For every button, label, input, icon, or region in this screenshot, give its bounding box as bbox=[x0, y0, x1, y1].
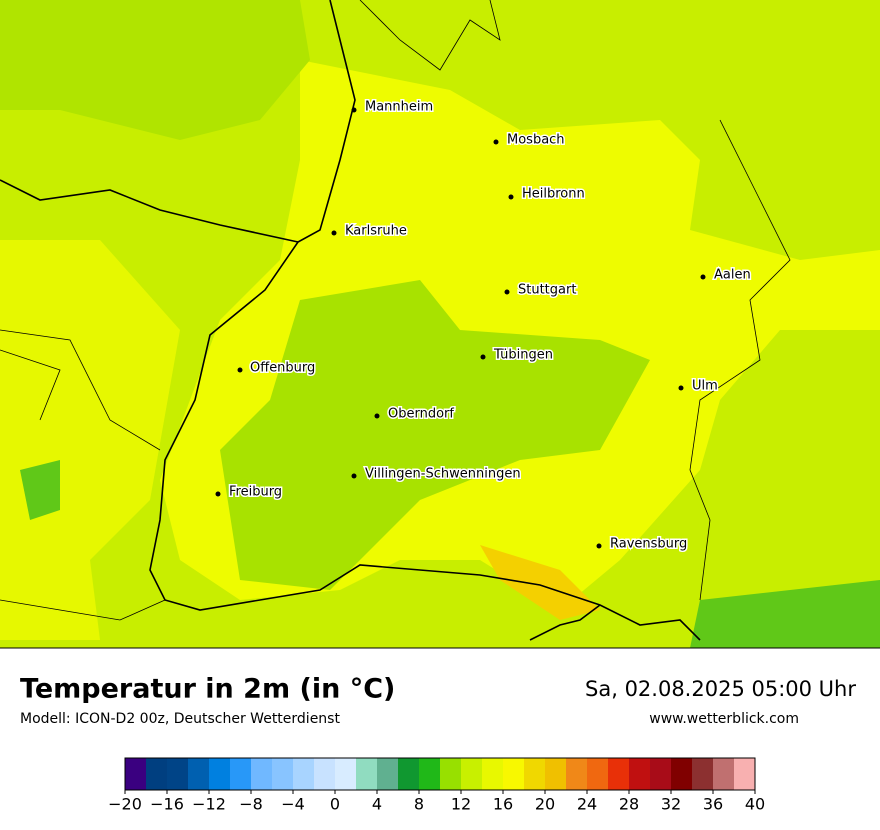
city-dot bbox=[596, 543, 602, 549]
city-dot bbox=[700, 274, 706, 280]
city-dot bbox=[351, 107, 357, 113]
city-label: Freiburg bbox=[229, 485, 282, 500]
color-box bbox=[524, 758, 546, 790]
cities: Mannheim Mosbach Heilbronn Karlsruhe Aal… bbox=[215, 98, 752, 553]
tick-label: 20 bbox=[535, 795, 555, 814]
subtitle: Modell: ICON-D2 00z, Deutscher Wetterdie… bbox=[20, 711, 340, 727]
city-label: Ravensburg bbox=[610, 537, 687, 552]
title: Temperatur in 2m (in °C) bbox=[20, 674, 395, 705]
tick-label: 4 bbox=[372, 795, 382, 814]
color-box bbox=[461, 758, 483, 790]
city-label: Aalen bbox=[714, 268, 751, 283]
city-dot bbox=[351, 473, 357, 479]
color-box bbox=[125, 758, 147, 790]
city-dot bbox=[493, 139, 499, 145]
city-label: Villingen-Schwenningen bbox=[365, 467, 521, 482]
tick-label: 16 bbox=[493, 795, 513, 814]
color-box bbox=[692, 758, 714, 790]
tick-label: 12 bbox=[451, 795, 471, 814]
color-box bbox=[608, 758, 630, 790]
color-box bbox=[734, 758, 756, 790]
city-label: Stuttgart bbox=[518, 283, 576, 298]
tick-label: −8 bbox=[239, 795, 263, 814]
color-box bbox=[545, 758, 567, 790]
tick-label: 8 bbox=[414, 795, 424, 814]
color-box bbox=[587, 758, 609, 790]
color-box bbox=[209, 758, 231, 790]
color-box bbox=[335, 758, 357, 790]
website: www.wetterblick.com bbox=[649, 711, 799, 727]
color-box bbox=[671, 758, 693, 790]
city-dot bbox=[508, 194, 514, 200]
tick-label: 28 bbox=[619, 795, 639, 814]
city-dot bbox=[237, 367, 243, 373]
tick-label: 36 bbox=[703, 795, 723, 814]
city-label: Oberndorf bbox=[388, 407, 454, 422]
tick-label: −12 bbox=[192, 795, 226, 814]
tick-label: −16 bbox=[150, 795, 184, 814]
color-box bbox=[188, 758, 210, 790]
color-box bbox=[713, 758, 735, 790]
color-box bbox=[440, 758, 462, 790]
city-label: Heilbronn bbox=[522, 187, 585, 202]
tick-label: 40 bbox=[745, 795, 765, 814]
city-label: Mannheim bbox=[365, 100, 433, 115]
city-dot bbox=[504, 289, 510, 295]
color-box bbox=[377, 758, 399, 790]
city-label: Karlsruhe bbox=[345, 224, 407, 239]
city-label: Tübingen bbox=[493, 348, 553, 363]
city-dot bbox=[331, 230, 337, 236]
tick-label: −4 bbox=[281, 795, 305, 814]
city-dot bbox=[374, 413, 380, 419]
city-label: Mosbach bbox=[507, 133, 565, 148]
color-box bbox=[293, 758, 315, 790]
tick-label: 24 bbox=[577, 795, 597, 814]
tick-label: 0 bbox=[330, 795, 340, 814]
color-box bbox=[251, 758, 273, 790]
date: Sa, 02.08.2025 05:00 Uhr bbox=[585, 677, 856, 701]
colorbar: −20 −16 −12 −8 −4 0 4 8 12 16 20 24 28 32 36 40 bbox=[108, 757, 765, 814]
color-box bbox=[398, 758, 420, 790]
color-box bbox=[167, 758, 189, 790]
color-box bbox=[566, 758, 588, 790]
map bbox=[0, 0, 880, 648]
color-box bbox=[230, 758, 252, 790]
color-box bbox=[272, 758, 294, 790]
city-label: Ulm bbox=[692, 379, 718, 394]
city-label: Offenburg bbox=[250, 361, 315, 376]
color-box bbox=[314, 758, 336, 790]
color-box bbox=[629, 758, 651, 790]
colorbar-frame bbox=[124, 757, 756, 791]
city-dot bbox=[215, 491, 221, 497]
city-dot bbox=[480, 354, 486, 360]
color-box bbox=[482, 758, 504, 790]
color-box bbox=[650, 758, 672, 790]
color-box bbox=[419, 758, 441, 790]
tick-label: −20 bbox=[108, 795, 142, 814]
color-box bbox=[356, 758, 378, 790]
color-box bbox=[503, 758, 525, 790]
tick-label: 32 bbox=[661, 795, 681, 814]
color-box bbox=[146, 758, 168, 790]
city-dot bbox=[678, 385, 684, 391]
